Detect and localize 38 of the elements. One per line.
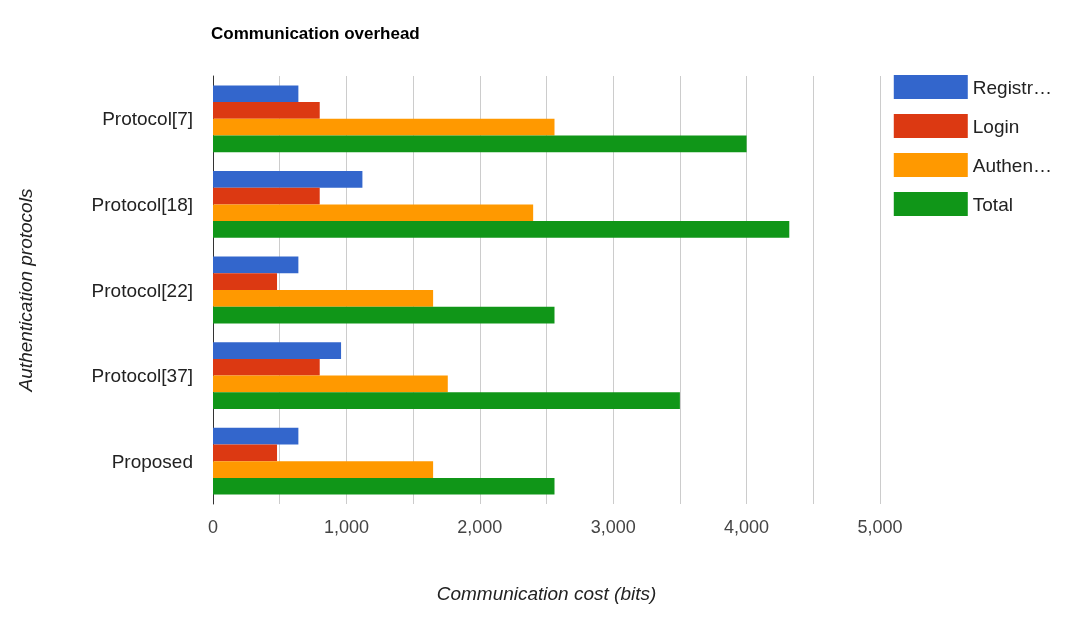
bar: [213, 273, 278, 290]
x-axis-title: Communication cost (bits): [436, 583, 657, 604]
bar: [213, 392, 680, 409]
bar: [213, 461, 434, 478]
x-tick-label: 3,000: [590, 517, 636, 537]
bar: [213, 204, 534, 222]
bar: [213, 477, 555, 495]
y-axis-title: Authentication protocols: [15, 188, 36, 393]
x-tick-label: 2,000: [457, 517, 503, 537]
bar: [213, 358, 320, 376]
legend-label: Authen…: [972, 154, 1053, 176]
legend-label: Total: [972, 193, 1013, 215]
bar: [213, 102, 320, 119]
bar: [213, 427, 299, 445]
y-tick-label: Protocol[7]: [102, 108, 193, 130]
x-tick-label: 1,000: [323, 517, 369, 537]
bar: [213, 187, 320, 205]
bar: [213, 118, 555, 136]
y-tick-label: Protocol[37]: [91, 365, 193, 387]
x-tick-label: 0: [207, 517, 219, 537]
legend-label: Registr…: [972, 76, 1052, 98]
bar: [213, 135, 747, 153]
bar: [213, 221, 790, 238]
y-tick-label: Proposed: [111, 450, 193, 472]
x-tick-label: 4,000: [724, 517, 770, 537]
bar: [213, 85, 299, 103]
bar: [213, 171, 363, 188]
legend-label: Login: [972, 115, 1020, 137]
bar: [213, 256, 299, 274]
y-tick-label: Protocol[22]: [91, 279, 193, 301]
chart-title: Communication overhead: [211, 24, 420, 43]
bar: [213, 306, 555, 324]
bar: [213, 290, 434, 307]
x-tick-label: 5,000: [857, 517, 903, 537]
bar: [213, 375, 448, 393]
y-tick-label: Protocol[18]: [91, 193, 193, 215]
bar: [213, 342, 342, 359]
bar: [213, 444, 278, 462]
